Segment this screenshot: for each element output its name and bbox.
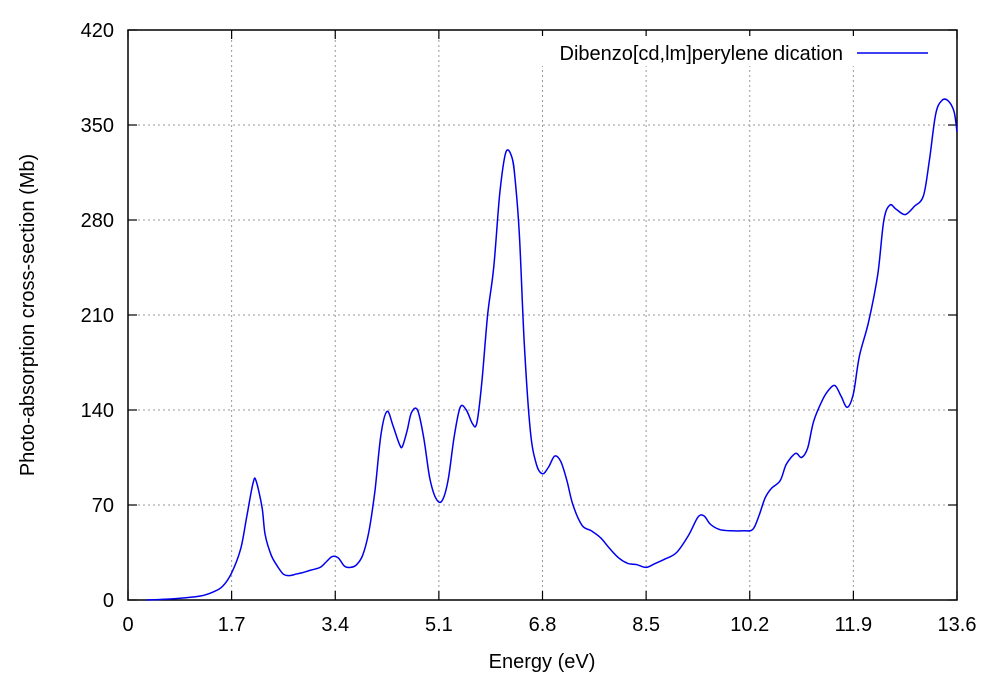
y-tick-label: 140 (81, 400, 114, 422)
y-axis-label: Photo-absorption cross-section (Mb) (17, 154, 39, 476)
y-tick-label: 280 (81, 210, 114, 232)
y-tick-label: 210 (81, 305, 114, 327)
legend-label: Dibenzo[cd,lm]perylene dication (560, 43, 844, 65)
y-tick-label: 350 (81, 115, 114, 137)
legend-mask (470, 36, 952, 66)
x-axis-label: Energy (eV) (489, 651, 596, 673)
x-tick-label: 13.6 (938, 614, 977, 636)
x-tick-label: 11.9 (835, 614, 872, 636)
x-tick-label: 8.5 (632, 614, 660, 636)
y-tick-label: 0 (103, 590, 114, 612)
y-tick-label: 70 (92, 495, 114, 517)
series-line (146, 98, 958, 601)
axis-ticks (127, 29, 958, 601)
y-tick-label: 420 (81, 20, 114, 42)
x-tick-label: 0 (122, 614, 133, 636)
x-tick-label: 10.2 (730, 614, 769, 636)
y-tick-labels: 0 70 140 210 280 350 420 (81, 20, 114, 612)
grid (128, 30, 957, 600)
x-tick-label: 3.4 (321, 614, 349, 636)
x-tick-label: 5.1 (425, 614, 453, 636)
x-tick-labels: 0 1.7 3.4 5.1 6.8 8.5 10.2 11.9 13.6 (122, 614, 976, 636)
x-tick-label: 6.8 (529, 614, 557, 636)
x-tick-label: 1.7 (218, 614, 246, 636)
